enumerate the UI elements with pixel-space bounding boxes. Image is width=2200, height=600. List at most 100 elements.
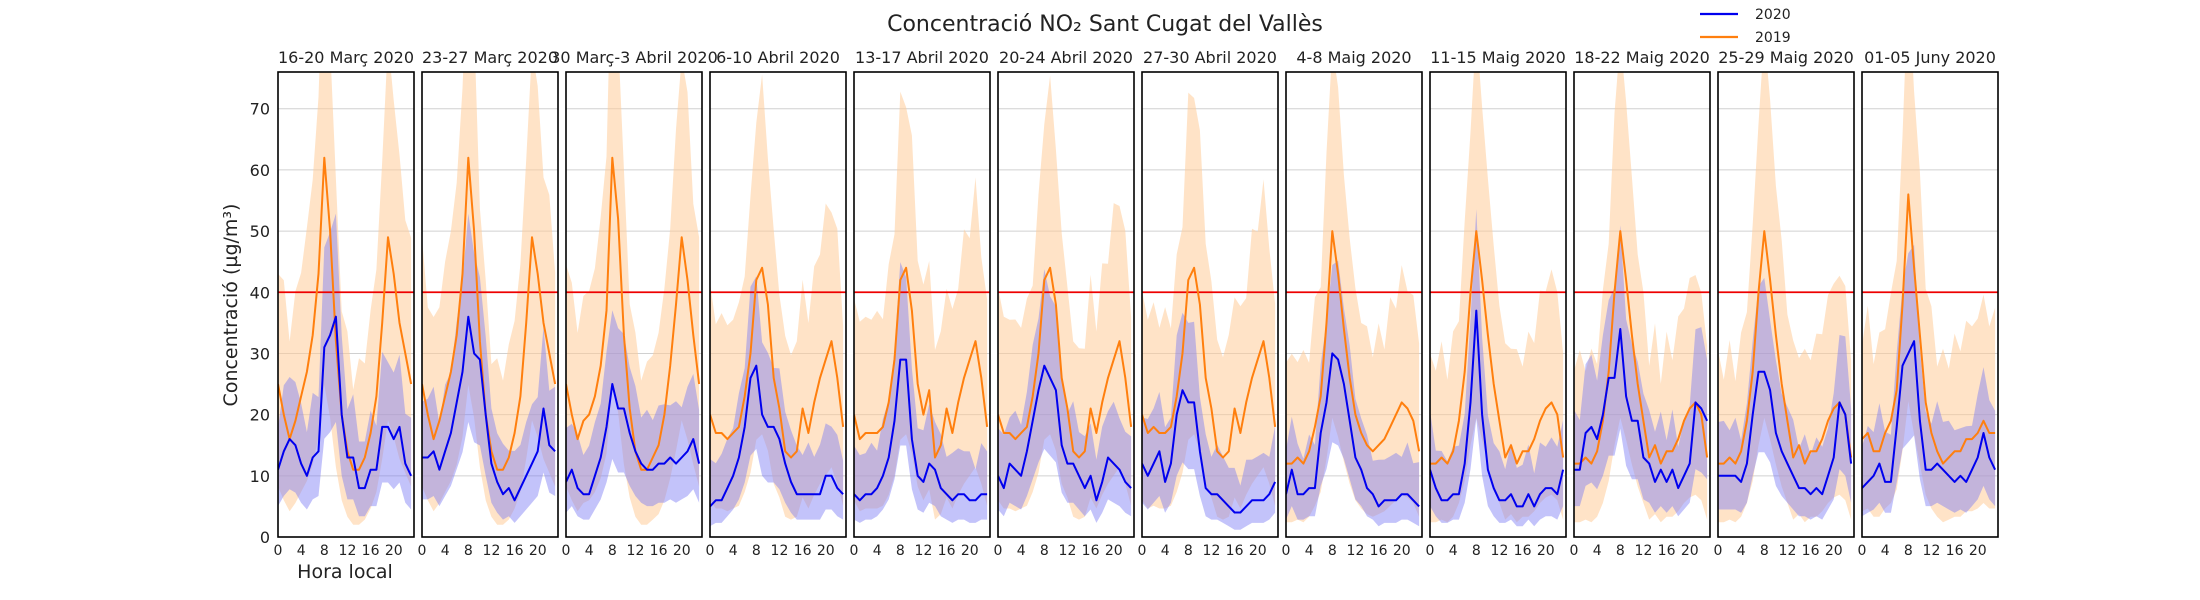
panel-plot-area xyxy=(854,91,990,537)
legend-label-2019: 2019 xyxy=(1755,30,1791,46)
series-line-2019 xyxy=(1862,193,1996,465)
x-tick-label: 8 xyxy=(1040,543,1049,559)
series-line-2019 xyxy=(1574,230,1709,465)
panel-frame xyxy=(1861,71,1999,538)
panel: 25-29 Maig 2020 0 4 8 12 16 20 xyxy=(1714,48,1855,559)
band-2020 xyxy=(422,213,556,523)
legend-label-2020: 2020 xyxy=(1755,7,1791,23)
panel-title: 01-05 Juny 2020 xyxy=(1864,48,1996,67)
band-2020 xyxy=(566,310,700,520)
panel-title: 11-15 Maig 2020 xyxy=(1430,48,1566,67)
x-tick-label: 4 xyxy=(585,543,594,559)
panel-frame xyxy=(1717,71,1855,538)
panel: 27-30 Abril 2020 0 4 8 12 16 20 xyxy=(1138,48,1279,559)
x-tick-label: 12 xyxy=(1347,543,1365,559)
x-tick-label: 4 xyxy=(1881,543,1890,559)
panel-plot-area xyxy=(422,72,558,537)
panel-title: 23-27 Març 2020 xyxy=(422,48,558,67)
series-line-2020 xyxy=(566,383,701,496)
x-tick-label: 20 xyxy=(1969,543,1987,559)
x-tick-label: 0 xyxy=(1858,543,1867,559)
x-tick-label: 4 xyxy=(873,543,882,559)
band-2020 xyxy=(278,213,412,517)
series-line-2020 xyxy=(710,364,844,508)
x-tick-label: 16 xyxy=(1226,543,1244,559)
panel: 18-22 Maig 2020 0 4 8 12 16 20 xyxy=(1570,48,1711,559)
panel-plot-area xyxy=(710,74,846,537)
series-line-2020 xyxy=(1574,328,1709,490)
band-2019 xyxy=(566,72,700,525)
series-line-2019 xyxy=(998,266,1133,459)
series-line-2020 xyxy=(1862,340,1997,489)
series-line-2019 xyxy=(1142,266,1277,459)
panel-title: 13-17 Abril 2020 xyxy=(855,48,989,67)
x-tick-label: 4 xyxy=(1161,543,1170,559)
panel-frame xyxy=(997,71,1135,538)
x-tick-label: 12 xyxy=(339,543,357,559)
panel-plot-area xyxy=(566,72,702,537)
x-tick-label: 16 xyxy=(362,543,380,559)
panel-plot-area xyxy=(1718,72,1854,537)
x-tick-label: 12 xyxy=(483,543,501,559)
panel: 6-10 Abril 2020 0 4 8 12 16 20 xyxy=(706,48,847,559)
x-tick-label: 8 xyxy=(608,543,617,559)
panel-title: 25-29 Maig 2020 xyxy=(1718,48,1854,67)
x-tick-label: 4 xyxy=(1449,543,1458,559)
x-tick-label: 4 xyxy=(1593,543,1602,559)
series-line-2019 xyxy=(710,266,845,459)
panel: 23-27 Març 2020 0 4 8 12 16 20 xyxy=(418,48,559,559)
band-2020 xyxy=(710,276,844,527)
panel-frame xyxy=(853,71,991,538)
panel-plot-area xyxy=(1862,72,1998,537)
panel-frame xyxy=(709,71,847,538)
band-2020 xyxy=(1430,209,1564,527)
panel-title: 6-10 Abril 2020 xyxy=(716,48,840,67)
x-tick-label: 8 xyxy=(896,543,905,559)
panel-plot-area xyxy=(1142,92,1278,537)
x-tick-label: 4 xyxy=(297,543,306,559)
panel-title: 18-22 Maig 2020 xyxy=(1574,48,1710,67)
series-line-2019 xyxy=(1286,230,1421,465)
x-tick-label: 16 xyxy=(938,543,956,559)
panel-frame xyxy=(1285,71,1423,538)
panel-plot-area xyxy=(278,72,414,537)
series-line-2019 xyxy=(566,156,701,471)
x-tick-label: 4 xyxy=(729,543,738,559)
panel-title: 16-20 Març 2020 xyxy=(278,48,414,67)
x-tick-label: 12 xyxy=(1203,543,1221,559)
series-line-2019 xyxy=(854,266,989,459)
series-line-2020 xyxy=(1286,352,1420,508)
y-tick-label: 70 xyxy=(250,100,270,119)
x-tick-label: 12 xyxy=(1779,543,1797,559)
y-tick-label: 60 xyxy=(250,161,270,180)
x-tick-label: 20 xyxy=(1105,543,1123,559)
band-2019 xyxy=(1574,72,1708,523)
x-tick-label: 12 xyxy=(771,543,789,559)
panel: 01-05 Juny 2020 0 4 8 12 16 20 xyxy=(1858,48,1999,559)
y-tick-label: 0 xyxy=(260,528,270,547)
x-tick-label: 12 xyxy=(1923,543,1941,559)
band-2019 xyxy=(1862,72,1996,523)
x-tick-label: 20 xyxy=(961,543,979,559)
panel-plot-area xyxy=(998,75,1134,537)
panel-frame xyxy=(277,71,415,538)
series-line-2019 xyxy=(1430,230,1565,465)
x-tick-label: 16 xyxy=(1514,543,1532,559)
x-tick-label: 0 xyxy=(1714,543,1723,559)
band-2019 xyxy=(1142,92,1276,520)
x-tick-label: 0 xyxy=(706,543,715,559)
x-tick-label: 8 xyxy=(1904,543,1913,559)
y-tick-label: 50 xyxy=(250,222,270,241)
series-line-2020 xyxy=(854,358,988,502)
panel: 20-24 Abril 2020 0 4 8 12 16 20 xyxy=(994,48,1135,559)
x-tick-label: 4 xyxy=(441,543,450,559)
x-tick-label: 20 xyxy=(385,543,403,559)
y-tick-label: 10 xyxy=(250,467,270,486)
legend: 2020 2019 xyxy=(1700,7,1791,46)
x-tick-label: 0 xyxy=(994,543,1003,559)
x-tick-label: 0 xyxy=(850,543,859,559)
x-tick-label: 12 xyxy=(1059,543,1077,559)
y-tick-label: 20 xyxy=(250,406,270,425)
y-axis-label: Concentració (µg/m³) xyxy=(220,204,242,407)
